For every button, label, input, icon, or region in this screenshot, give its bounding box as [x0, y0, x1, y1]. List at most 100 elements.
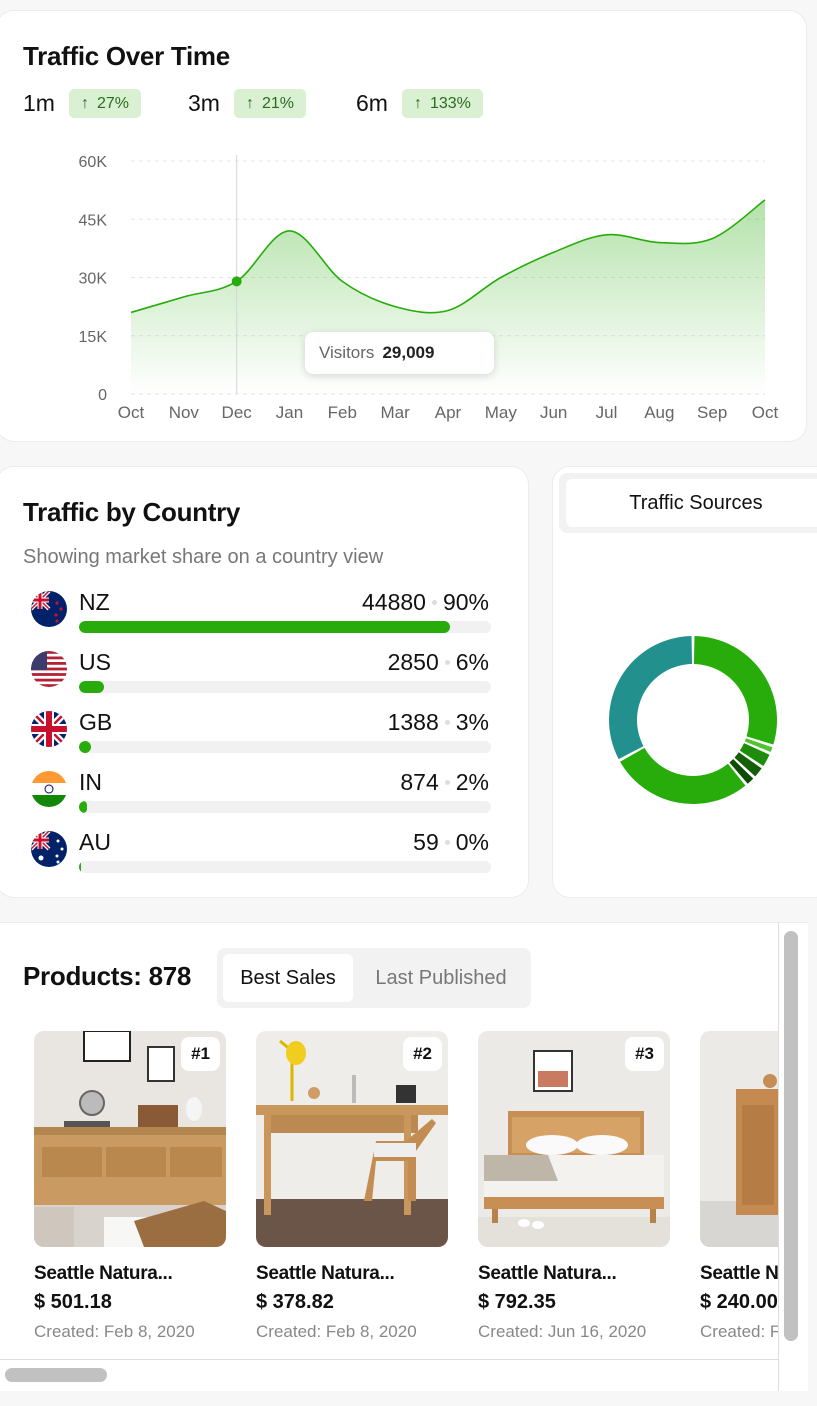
- traffic-sources-donut[interactable]: [553, 467, 817, 899]
- x-tick-label: Mar: [381, 403, 411, 422]
- product-price: $ 792.35: [478, 1291, 556, 1313]
- donut-segment[interactable]: [739, 743, 770, 766]
- product-created: Created: Feb 8, 2020: [256, 1322, 417, 1341]
- arrow-up-icon: ↑: [245, 94, 254, 112]
- country-row-gb: GB 1388 3%: [31, 709, 493, 759]
- country-visits: 874: [400, 769, 439, 795]
- change-badge: ↑ 27%: [68, 89, 141, 118]
- share-bar: [79, 681, 491, 693]
- country-visits: 44880: [361, 589, 426, 615]
- change-badge: ↑ 133%: [401, 89, 483, 118]
- separator-dot: [431, 600, 437, 605]
- donut-segment[interactable]: [609, 636, 693, 760]
- country-percent: 6%: [455, 649, 489, 675]
- country-row-in: IN 874 2%: [31, 769, 493, 819]
- donut-segment[interactable]: [693, 636, 777, 745]
- period-3m[interactable]: 3m ↑ 21%: [188, 89, 306, 118]
- x-tick-label: Oct: [118, 403, 145, 422]
- country-code: IN: [79, 769, 102, 795]
- country-visits: 2850: [387, 649, 439, 675]
- x-tick-label: Dec: [222, 403, 253, 422]
- products-title: Products: 878: [23, 961, 192, 991]
- product-card[interactable]: #3 Seattle Natura... $ 792.35 Created: J…: [478, 1031, 670, 1342]
- share-bar-fill: [79, 801, 88, 813]
- change-value: 27%: [96, 94, 129, 112]
- share-bar-fill: [79, 621, 450, 633]
- product-created: Created: Jun 16, 2020: [478, 1322, 647, 1341]
- tooltip-value: 29,009: [382, 343, 435, 362]
- country-percent: 0%: [455, 829, 489, 855]
- vertical-scrollbar-thumb[interactable]: [784, 931, 798, 1341]
- x-tick-label: Jun: [540, 403, 567, 422]
- rank-badge: #2: [403, 1037, 442, 1071]
- y-tick-label: 30K: [79, 271, 108, 288]
- sources-tab-bar: Traffic Sources: [559, 473, 817, 533]
- traffic-chart[interactable]: 0 15K 30K 45K 60K Oct Nov Dec Jan Feb Mar Apr May Jun…: [0, 11, 808, 443]
- country-code: NZ: [79, 589, 110, 615]
- share-bar: [79, 741, 491, 753]
- product-card[interactable]: #1 Seattle Natura... $ 501.18 Created: F…: [34, 1031, 226, 1342]
- country-value: 874 2%: [400, 769, 489, 796]
- share-bar: [79, 801, 491, 813]
- products-card: Products: 878 Best Sales Last Published: [0, 922, 808, 1391]
- country-value: 1388 3%: [388, 709, 489, 736]
- product-card[interactable]: #2 Seattle Natura... $ 378.82 Created: F…: [256, 1031, 448, 1342]
- donut-segment[interactable]: [744, 738, 773, 753]
- nz-flag-icon: [31, 591, 67, 627]
- product-name: Seattle Natura...: [256, 1263, 395, 1284]
- period-6m[interactable]: 6m ↑ 133%: [356, 89, 483, 118]
- x-tick-label: May: [485, 403, 518, 422]
- share-bar: [79, 621, 491, 633]
- traffic-over-time-card: Traffic Over Time 1m ↑ 27% 3m ↑ 21% 6m ↑ 13…: [0, 10, 807, 442]
- product-image: #3: [478, 1031, 670, 1247]
- rank-badge: #1: [181, 1037, 220, 1071]
- product-card[interactable]: Seattle Natural $ 240.00 Created: Feb 8,…: [700, 1031, 778, 1342]
- period-1m[interactable]: 1m ↑ 27%: [23, 89, 141, 118]
- product-name: Seattle Natura...: [34, 1263, 173, 1284]
- vertical-scrollbar[interactable]: [778, 923, 808, 1391]
- traffic-sources-card: Traffic Sources: [552, 466, 817, 898]
- country-value: 44880 90%: [362, 589, 489, 616]
- country-percent: 90%: [442, 589, 489, 615]
- country-row-au: AU 59 0%: [31, 829, 493, 879]
- period-label: 1m: [23, 90, 55, 116]
- product-created: Created: Feb 8, 2020: [34, 1322, 195, 1341]
- product-image: [700, 1031, 778, 1247]
- tab-traffic-sources[interactable]: Traffic Sources: [566, 479, 817, 527]
- x-tick-label: Jan: [276, 403, 303, 422]
- share-bar-fill: [79, 741, 92, 753]
- horizontal-scrollbar[interactable]: [0, 1359, 778, 1391]
- tab-last-published[interactable]: Last Published: [375, 966, 507, 989]
- separator-dot: [444, 780, 450, 785]
- horizontal-scrollbar-thumb[interactable]: [5, 1368, 107, 1382]
- x-tick-label: Oct: [752, 403, 779, 422]
- x-tick-label: Aug: [644, 403, 674, 422]
- products-tab-bar: Best Sales Last Published: [217, 948, 531, 1008]
- product-image: #2: [256, 1031, 448, 1247]
- donut-segment[interactable]: [620, 747, 746, 804]
- arrow-up-icon: ↑: [413, 94, 422, 112]
- donut-segment[interactable]: [729, 759, 754, 784]
- separator-dot: [444, 720, 450, 725]
- tab-best-sales[interactable]: Best Sales: [223, 954, 353, 1002]
- products-scroll-area[interactable]: #1 Seattle Natura... $ 501.18 Created: F…: [0, 923, 778, 1391]
- rank-badge: #3: [625, 1037, 664, 1071]
- country-code: US: [79, 649, 111, 675]
- highlight-point: [231, 276, 242, 287]
- product-price: $ 378.82: [256, 1291, 334, 1313]
- product-name: Seattle Natural: [700, 1263, 778, 1284]
- y-tick-label: 0: [98, 387, 107, 404]
- donut-segment[interactable]: [734, 752, 762, 777]
- area-fill: [131, 199, 765, 394]
- product-created: Created: Feb 8, 2020: [700, 1322, 778, 1341]
- share-bar-fill: [79, 681, 104, 693]
- x-tick-label: Feb: [328, 403, 357, 422]
- country-row-us: US 2850 6%: [31, 649, 493, 699]
- country-value: 2850 6%: [388, 649, 489, 676]
- share-bar-fill: [79, 861, 81, 873]
- traffic-chart-svg: 0 15K 30K 45K 60K Oct Nov Dec Jan Feb Mar Apr May Jun…: [79, 154, 779, 422]
- country-percent: 3%: [455, 709, 489, 735]
- country-code: AU: [79, 829, 111, 855]
- x-tick-label: Nov: [169, 403, 200, 422]
- y-tick-label: 45K: [79, 212, 108, 229]
